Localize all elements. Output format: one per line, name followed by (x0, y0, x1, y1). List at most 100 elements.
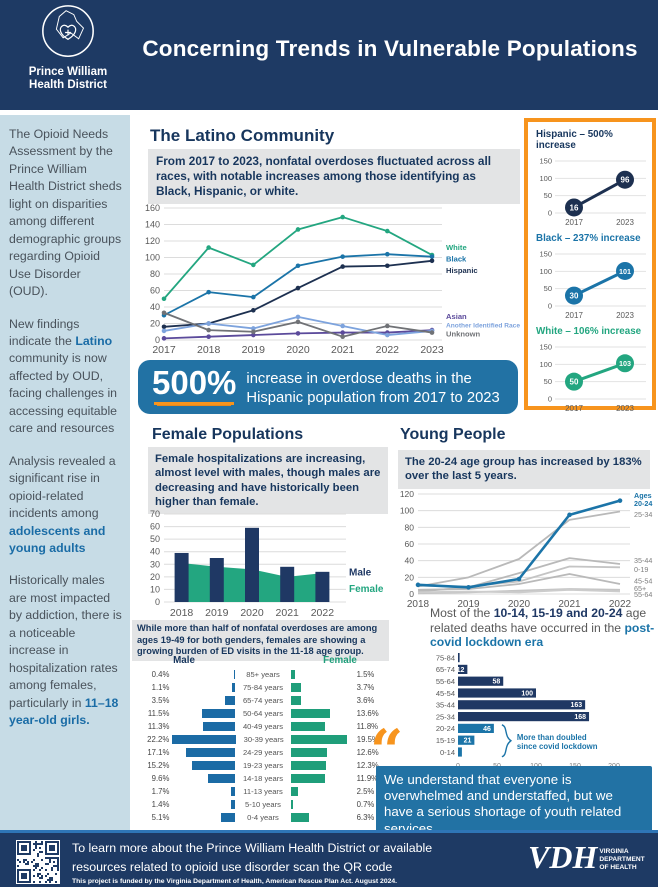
svg-text:0: 0 (155, 335, 160, 345)
pyramid-female-header: Female (323, 655, 357, 666)
svg-text:70: 70 (150, 509, 160, 519)
svg-text:80: 80 (150, 269, 160, 279)
pyramid-row: 3.5% 65-74 years 3.6% (151, 695, 375, 706)
pyramid-row: 5.1% 0-4 years 6.3% (151, 812, 375, 823)
svg-text:since covid lockdown: since covid lockdown (517, 742, 598, 751)
svg-text:100: 100 (145, 253, 160, 263)
stat-callout: 500% increase in overdose deaths in the … (138, 360, 518, 414)
svg-text:0-14: 0-14 (440, 748, 455, 757)
svg-text:0-19: 0-19 (634, 565, 648, 574)
svg-text:2017: 2017 (565, 218, 583, 227)
female-caption: Female hospitalizations are increasing, … (148, 447, 388, 515)
hispanic-increase-title: Hispanic – 500% increase (536, 129, 613, 151)
svg-text:25-34: 25-34 (634, 510, 652, 519)
pyramid-row: 9.6% 14-18 years 11.9% (151, 773, 379, 784)
svg-text:58: 58 (492, 679, 500, 686)
latino-overdoses-line-chart: 0 20 40 60 80 100 120 140 160 2017 2018 2019 2020 202… (134, 202, 520, 361)
svg-text:0: 0 (409, 589, 414, 599)
pyramid-row: 1.7% 11-13 years 2.5% (151, 786, 375, 797)
svg-text:2023: 2023 (616, 311, 634, 320)
org-name-line1: Prince William (28, 66, 108, 78)
svg-text:10: 10 (150, 584, 160, 594)
header: Prince William Health District Concernin… (0, 0, 658, 110)
svg-text:50: 50 (544, 284, 552, 293)
female-hospitalizations-chart: 0 10 20 30 40 50 60 70 2018 2019 2020 2021 2022 Male F… (138, 508, 390, 623)
sidebar: The Opioid Needs Assessment by the Princ… (0, 115, 130, 830)
pyramid-row: 0.4% 85+ years 1.5% (151, 669, 375, 680)
svg-text:20: 20 (405, 572, 415, 582)
sidebar-paragraph-2: New findings indicate the Latino communi… (9, 316, 118, 436)
footer-text: To learn more about the Prince William H… (72, 839, 432, 887)
svg-text:0: 0 (548, 209, 552, 218)
svg-text:35-44: 35-44 (436, 701, 455, 710)
svg-text:2020: 2020 (240, 607, 264, 619)
svg-text:White: White (446, 243, 467, 252)
svg-text:2020: 2020 (286, 344, 310, 356)
svg-text:2023: 2023 (420, 344, 444, 356)
pyramid-row: 1.1% 75-84 years 3.7% (151, 682, 375, 693)
page-title: Concerning Trends in Vulnerable Populati… (142, 36, 638, 61)
org-name: Prince William Health District (12, 66, 124, 92)
svg-text:60: 60 (405, 539, 415, 549)
young-heading: Young People (400, 426, 506, 443)
footer-fine-print: This project is funded by the Virginia D… (72, 878, 398, 886)
svg-text:75-84: 75-84 (436, 653, 455, 662)
svg-text:160: 160 (145, 203, 160, 213)
svg-text:2021: 2021 (558, 599, 581, 610)
svg-text:More than doubled: More than doubled (517, 733, 587, 742)
pyramid-note: While more than half of nonfatal overdos… (132, 620, 389, 662)
vdh-logo-text: VDH (528, 839, 598, 875)
svg-text:Hispanic: Hispanic (446, 266, 478, 275)
health-district-seal-icon (42, 5, 94, 57)
pyramid-male-header: Male (173, 655, 195, 666)
svg-text:40: 40 (405, 556, 415, 566)
female-heading: Female Populations (152, 426, 304, 443)
svg-text:25-34: 25-34 (436, 712, 455, 721)
svg-text:50: 50 (544, 191, 552, 200)
svg-text:15-19: 15-19 (436, 736, 455, 745)
svg-text:100: 100 (521, 690, 533, 697)
svg-text:150: 150 (539, 343, 552, 352)
svg-text:2023: 2023 (616, 218, 634, 227)
svg-text:163: 163 (570, 702, 582, 709)
pyramid-row: 11.3% 40-49 years 11.8% (147, 721, 379, 732)
svg-text:20: 20 (150, 319, 160, 329)
footer-line2: resources related to opioid use disorder… (72, 859, 393, 874)
svg-text:100: 100 (400, 506, 414, 516)
svg-text:35-44: 35-44 (634, 556, 652, 565)
svg-text:Female: Female (349, 584, 384, 595)
vdh-logo-subtext: VIRGINIA DEPARTMENT OF HEALTH (599, 848, 645, 871)
young-age-groups-line-chart: 0 20 40 60 80 100 120 2018 2019 2020 2021 2022 25-34… (392, 486, 656, 615)
race-increase-panel: Hispanic – 500% increase 0 50 100 150 16 96 20… (524, 118, 656, 413)
svg-text:150: 150 (539, 250, 552, 259)
svg-text:Black: Black (446, 254, 467, 263)
svg-text:150: 150 (539, 157, 552, 166)
black-slope-chart: 0 50 100 150 30 101 2017 2023 (532, 245, 650, 324)
svg-text:100: 100 (539, 360, 552, 369)
svg-text:2017: 2017 (152, 344, 176, 356)
sidebar-paragraph-1: The Opioid Needs Assessment by the Princ… (9, 127, 122, 299)
svg-text:46: 46 (483, 726, 491, 733)
svg-text:21: 21 (464, 738, 472, 745)
svg-text:2017: 2017 (565, 311, 583, 320)
svg-text:80: 80 (405, 522, 415, 532)
svg-text:55-64: 55-64 (634, 590, 652, 599)
vdh-logo: VDH VIRGINIA DEPARTMENT OF HEALTH (528, 841, 645, 873)
pyramid-row: 1.4% 5-10 years 0.7% (151, 799, 375, 810)
latino-caption: From 2017 to 2023, nonfatal overdoses fl… (148, 149, 520, 204)
svg-text:Another Identified Race: Another Identified Race (446, 322, 520, 329)
svg-text:55-64: 55-64 (436, 677, 455, 686)
svg-text:30: 30 (150, 559, 160, 569)
svg-text:0: 0 (548, 395, 552, 404)
svg-text:2023: 2023 (616, 404, 634, 413)
age-gender-pyramid-chart: Male Female 0.4% 85+ years 1.5% 1.1% 75-84 y… (134, 655, 392, 824)
stat-value: 500% (152, 364, 237, 401)
pyramid-row: 15.2% 19-23 years 12.3% (147, 760, 379, 771)
svg-text:0: 0 (155, 597, 160, 607)
svg-text:2020: 2020 (508, 599, 531, 610)
pyramid-row: 22.2% 30-39 years 19.5% (147, 734, 379, 745)
svg-text:103: 103 (619, 359, 631, 368)
svg-text:96: 96 (621, 176, 630, 185)
svg-text:140: 140 (145, 220, 160, 230)
